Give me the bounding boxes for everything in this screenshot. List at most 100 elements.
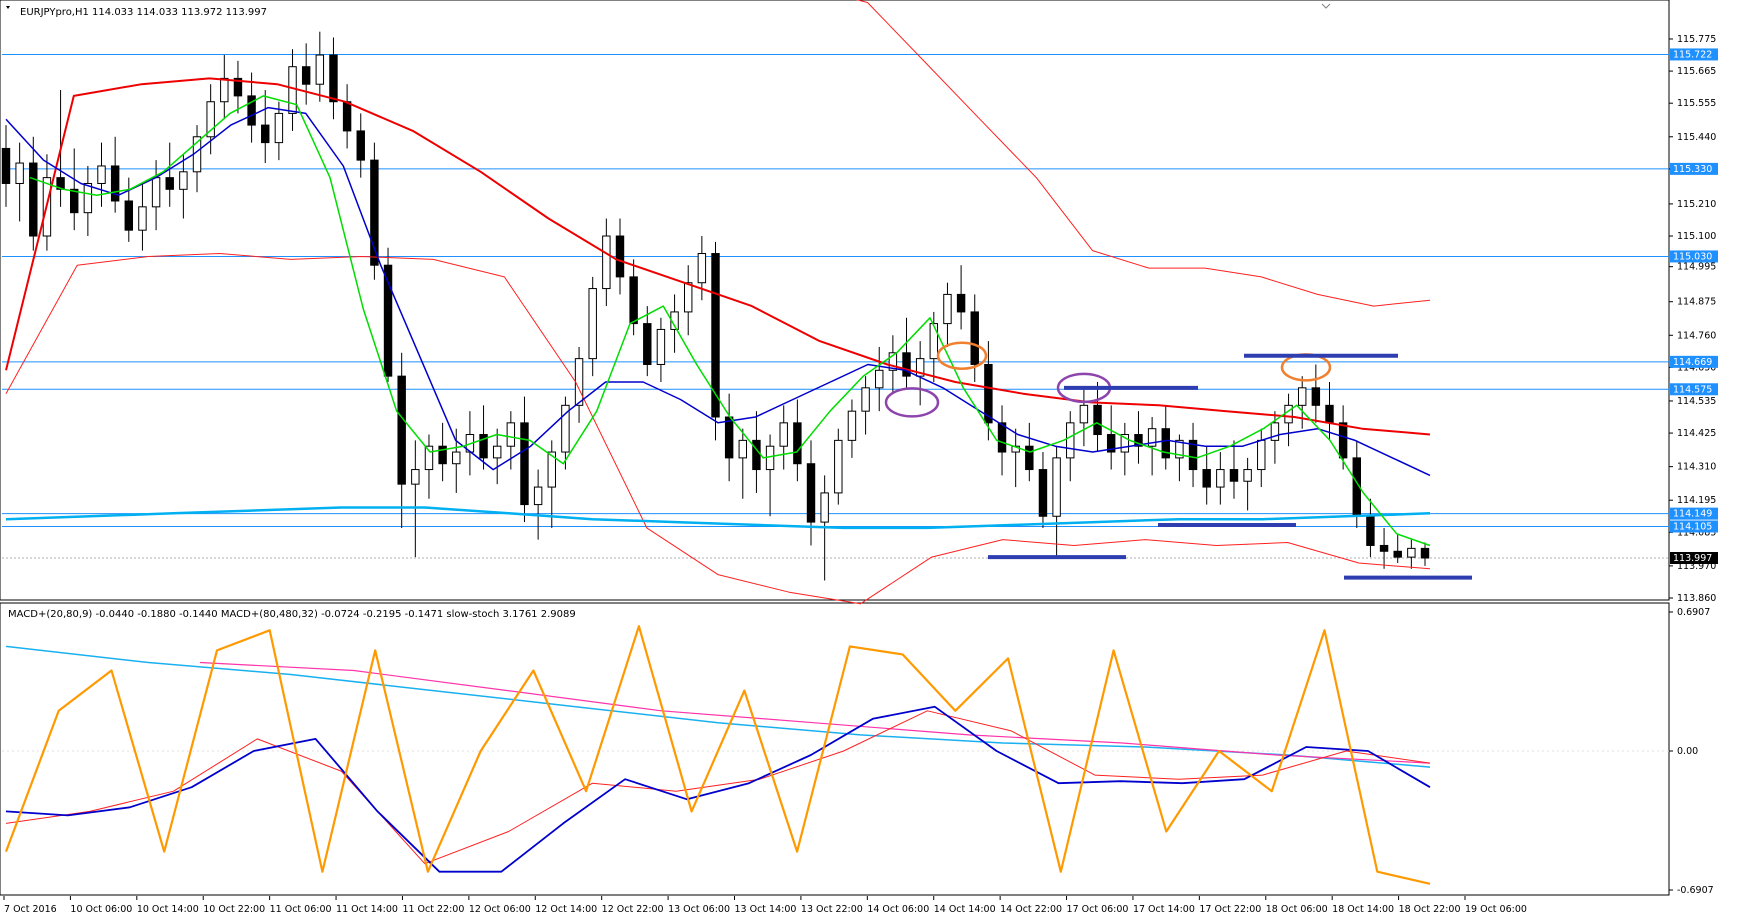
candle-body	[206, 101, 215, 138]
candlestick	[97, 142, 106, 207]
candle-body	[329, 54, 338, 103]
time-tick-label: 10 Oct 06:00	[70, 904, 132, 915]
price-tick-label: 114.310	[1677, 462, 1716, 473]
candlestick	[411, 440, 420, 558]
time-tick-label: 12 Oct 06:00	[469, 904, 531, 915]
candlestick	[888, 335, 898, 394]
purple-circle-marker	[884, 387, 940, 418]
candlestick	[1229, 440, 1239, 499]
candlestick	[629, 259, 638, 336]
level-price-tag	[1670, 355, 1718, 368]
candlestick	[1202, 446, 1211, 505]
candle-body	[356, 130, 365, 161]
candle-body	[984, 363, 993, 424]
candlestick	[683, 265, 693, 336]
candle-body	[1243, 469, 1252, 482]
level-price-label: 114.105	[1673, 521, 1712, 532]
candle-body	[383, 264, 393, 377]
candlestick	[1038, 452, 1048, 528]
price-tick-label: 113.970	[1677, 561, 1716, 572]
candlestick	[70, 148, 79, 231]
time-tick-label: 7 Oct 2016	[4, 904, 57, 915]
candlestick	[261, 90, 270, 164]
candle-body	[588, 288, 597, 360]
candlestick	[875, 346, 884, 412]
candle-body	[70, 188, 79, 214]
chevron-down-icon[interactable]	[6, 6, 10, 9]
level-price-tag	[1670, 162, 1718, 175]
candlestick	[834, 428, 843, 505]
candle-body	[97, 165, 106, 184]
candlestick	[206, 84, 215, 155]
candlestick	[274, 101, 284, 161]
candle-body	[288, 66, 297, 114]
level-price-label: 115.722	[1673, 49, 1712, 60]
candlestick	[1093, 381, 1102, 453]
price-tick-label: 115.555	[1677, 98, 1716, 109]
candle-body	[1297, 387, 1307, 406]
candlestick	[602, 218, 611, 307]
candlestick	[110, 136, 120, 213]
candle-body	[1338, 422, 1348, 459]
indicator-tick-label: 0.00	[1677, 746, 1698, 757]
candle-body	[847, 410, 857, 441]
candle-body	[533, 486, 543, 506]
time-tick-label: 18 Oct 06:00	[1266, 904, 1328, 915]
time-tick-label: 17 Oct 14:00	[1133, 904, 1195, 915]
candlestick	[1297, 376, 1307, 429]
candlestick	[506, 411, 516, 470]
time-tick-label: 19 Oct 06:00	[1465, 904, 1527, 915]
indicator-panel: MACD+(20,80,9) -0.0440 -0.1880 -0.1440 M…	[0, 602, 1670, 896]
time-tick-label: 13 Oct 14:00	[735, 904, 797, 915]
candle-body	[56, 177, 65, 190]
candle-body	[1202, 469, 1211, 488]
candlestick	[1393, 533, 1402, 563]
candle-body	[561, 404, 570, 453]
candle-body	[1175, 439, 1184, 459]
macd-slow-line	[5, 645, 1431, 768]
candle-body	[643, 323, 652, 365]
level-price-tag	[1670, 48, 1718, 61]
time-tick-label: 14 Oct 14:00	[934, 904, 996, 915]
candle-body	[547, 451, 556, 488]
indicator-tick-label: 0.6907	[1677, 607, 1710, 618]
candle-body	[656, 328, 666, 365]
candle-body	[1093, 404, 1102, 436]
candlestick	[956, 265, 966, 330]
candle-body	[220, 77, 229, 103]
candle-body	[1325, 404, 1334, 424]
time-tick-label: 14 Oct 06:00	[867, 904, 929, 915]
horizontal-levels: 115.722 115.330 115.030 114.669 114.575 114.1…	[2, 48, 1718, 565]
time-tick-label: 12 Oct 14:00	[535, 904, 597, 915]
level-price-tag	[1670, 250, 1718, 263]
candle-body	[479, 434, 488, 459]
candlestick	[902, 317, 911, 388]
time-tick-label: 17 Oct 22:00	[1199, 904, 1261, 915]
candle-body	[711, 253, 720, 418]
candle-body	[315, 54, 325, 85]
envelope-upper-line	[855, 0, 1431, 307]
price-tick-label: 115.440	[1677, 132, 1716, 143]
candlestick	[1011, 428, 1020, 488]
candlestick	[329, 37, 338, 120]
time-tick-label: 13 Oct 22:00	[801, 904, 863, 915]
candle-body	[1038, 469, 1048, 517]
candle-body	[1407, 547, 1416, 558]
candle-body	[915, 358, 925, 377]
candle-body	[1120, 434, 1130, 453]
current-price-label: 113.997	[1673, 553, 1712, 564]
candle-body	[15, 162, 24, 184]
candle-body	[1025, 445, 1034, 471]
price-tick-label: 114.650	[1677, 362, 1716, 373]
candlestick	[383, 247, 393, 382]
annotations	[884, 341, 1472, 580]
indicator-header: MACD+(20,80,9) -0.0440 -0.1880 -0.1440 M…	[8, 609, 576, 620]
candle-body	[520, 422, 529, 506]
candlestick	[929, 311, 939, 382]
scroll-marker-icon[interactable]	[1321, 3, 1331, 9]
candle-body	[1270, 422, 1280, 441]
candlestick	[1216, 452, 1225, 505]
candle-body	[124, 200, 134, 231]
price-tick-label: 115.665	[1677, 66, 1716, 77]
candle-body	[738, 439, 748, 459]
